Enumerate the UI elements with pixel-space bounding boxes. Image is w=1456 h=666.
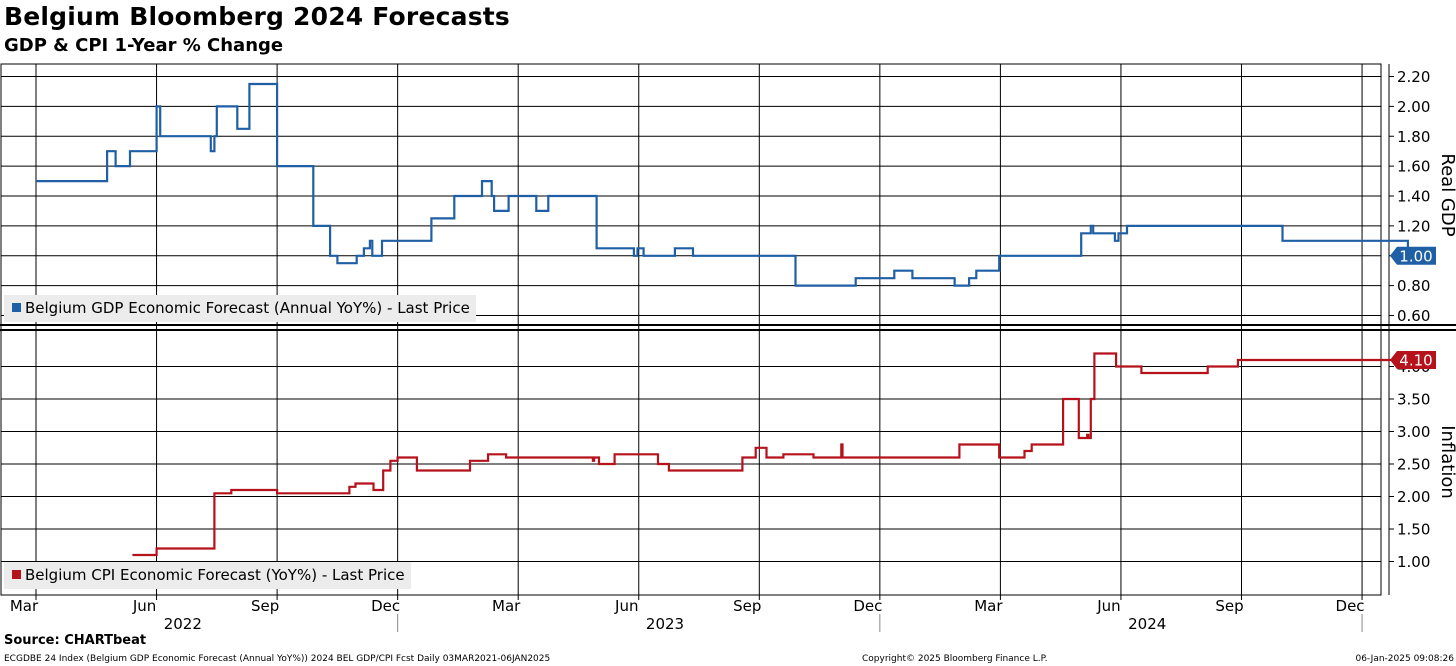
last-value-label: 4.10 — [1399, 352, 1432, 370]
x-tick-label: Dec — [1336, 597, 1365, 615]
y-tick-label: 2.50 — [1397, 456, 1430, 474]
x-tick-label: Dec — [853, 597, 882, 615]
y-tick-label: 3.50 — [1397, 391, 1430, 409]
series-lines — [36, 82, 1411, 557]
legend-gdp-swatch — [12, 303, 21, 312]
source-note: Source: CHARTbeat — [4, 633, 147, 648]
chart-title: Belgium Bloomberg 2024 Forecasts — [4, 2, 511, 31]
x-tick-label: Sep — [1215, 597, 1243, 615]
legend-gdp-label: Belgium GDP Economic Forecast (Annual Yo… — [25, 299, 470, 317]
y-tick-label: 0.80 — [1397, 277, 1430, 295]
x-tick-label: Mar — [10, 597, 39, 615]
x-tick-label: Mar — [492, 597, 521, 615]
y-tick-label: 2.00 — [1397, 488, 1430, 506]
y-tick-label: 1.00 — [1397, 553, 1430, 571]
y-axis-title: Inflation — [1437, 425, 1456, 499]
footer-index-note: ECGDBE 24 Index (Belgium GDP Economic Fo… — [4, 654, 551, 664]
y-tick-label: 1.50 — [1397, 521, 1430, 539]
x-tick-label: Sep — [251, 597, 279, 615]
legend-cpi-swatch — [12, 570, 21, 579]
x-tick-label: Jun — [132, 597, 156, 615]
gdp-series-line — [36, 82, 1411, 287]
last-value-label: 1.00 — [1399, 247, 1432, 265]
x-year-label: 2024 — [1128, 615, 1166, 633]
footer-copyright: Copyright© 2025 Bloomberg Finance L.P. — [862, 654, 1048, 664]
y-tick-label: 1.20 — [1397, 217, 1430, 235]
x-year-label: 2022 — [164, 615, 202, 633]
x-tick-label: Mar — [974, 597, 1003, 615]
x-year-label: 2023 — [646, 615, 684, 633]
x-tick-label: Jun — [1096, 597, 1120, 615]
legend-cpi-label: Belgium CPI Economic Forecast (YoY%) - L… — [25, 566, 405, 584]
y-axis-title: Real GDP — [1437, 153, 1456, 236]
y-tick-label: 2.20 — [1397, 68, 1430, 86]
x-tick-label: Jun — [614, 597, 638, 615]
x-tick-label: Dec — [371, 597, 400, 615]
last-value-tag — [1390, 351, 1436, 369]
chart-subtitle: GDP & CPI 1-Year % Change — [4, 35, 284, 56]
y-tick-label: 1.40 — [1397, 188, 1430, 206]
cpi-series-line — [132, 352, 1411, 557]
footer-timestamp: 06-Jan-2025 09:08:26 — [1355, 654, 1454, 664]
y-tick-label: 1.80 — [1397, 128, 1430, 146]
y-tick-label: 0.60 — [1397, 307, 1430, 325]
legend-cpi: Belgium CPI Economic Forecast (YoY%) - L… — [4, 562, 411, 589]
x-tick-label: Sep — [733, 597, 761, 615]
axis-labels: Mar Jun Sep Dec Mar Jun Sep Dec Mar Jun Sep Dec 2022… — [10, 68, 1456, 633]
y-tick-label: 1.60 — [1397, 158, 1430, 176]
last-value-tag — [1390, 246, 1436, 265]
legend-gdp: Belgium GDP Economic Forecast (Annual Yo… — [4, 295, 476, 322]
y-tick-label: 3.00 — [1397, 423, 1430, 441]
y-tick-label: 2.00 — [1397, 98, 1430, 116]
